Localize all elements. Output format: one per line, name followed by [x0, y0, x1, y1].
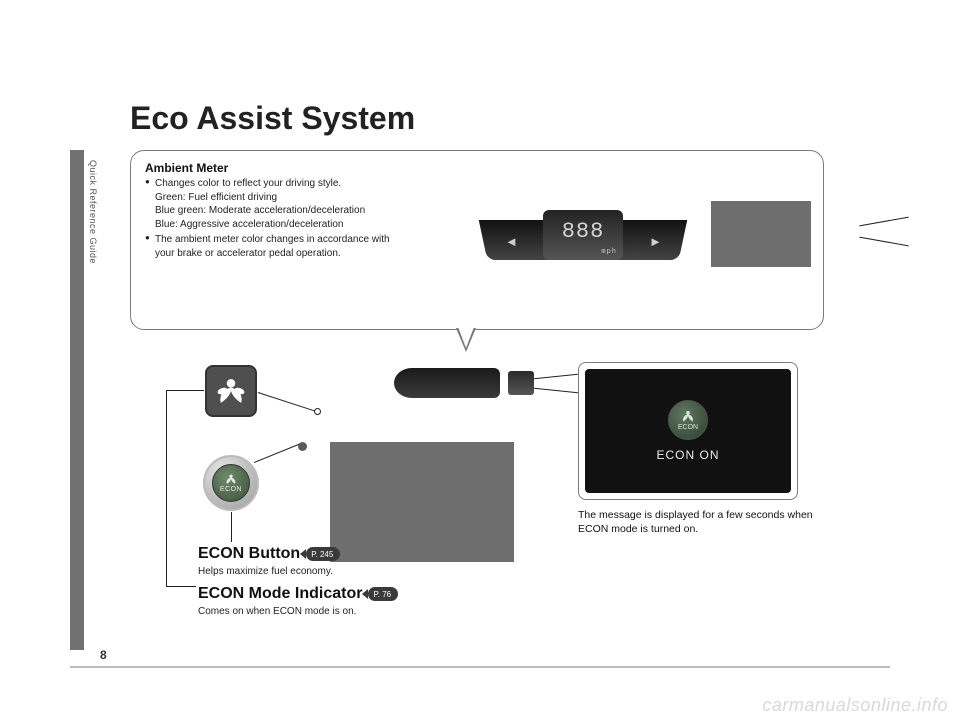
dash-unit: mph	[601, 249, 617, 256]
econ-leader-dot	[298, 442, 307, 451]
ambient-bullet-2-main: The ambient meter color changes in accor…	[155, 234, 390, 259]
screen-message-text: ECON ON	[656, 448, 719, 462]
econ-button-desc: Helps maximize fuel economy.	[198, 566, 333, 577]
page-number: 8	[100, 648, 107, 662]
econ-leader-line	[254, 443, 301, 463]
steering-pod-small	[508, 371, 534, 395]
dashboard-graphic: ◄ ► 888 mph	[483, 206, 683, 266]
redacted-block-mid	[330, 442, 514, 562]
ambient-bullet-list: Changes color to reflect your driving st…	[145, 177, 405, 260]
callout-pointer	[456, 328, 476, 352]
econ-button-face: ECON	[212, 464, 250, 502]
screen-econ-badge: ECON	[668, 400, 708, 440]
connector-h-top	[166, 390, 204, 391]
econ-button-label: ECON	[220, 486, 242, 493]
display-screen: ECON ECON ON	[585, 369, 791, 493]
screen-econ-badge-label: ECON	[678, 424, 698, 431]
econ-leader-down	[231, 512, 232, 542]
page-title: Eco Assist System	[130, 100, 415, 137]
eco-leaf-icon	[205, 365, 257, 417]
ambient-bullet-1: Changes color to reflect your driving st…	[145, 177, 405, 231]
ambient-bullet-1-sub-1: Blue green: Moderate acceleration/decele…	[155, 204, 405, 218]
pod-leader-2	[534, 388, 578, 394]
dash-arrow-left-icon: ◄	[505, 234, 517, 246]
page-ref-pill: P. 245	[306, 547, 340, 561]
ambient-bullet-1-main: Changes color to reflect your driving st…	[155, 178, 341, 189]
econ-leaf-icon	[224, 473, 238, 485]
page-ref-pill-2: P. 76	[368, 587, 398, 601]
econ-button-heading: ECON Button	[198, 545, 300, 563]
pod-leader-1	[534, 374, 578, 380]
steering-pod-graphic	[394, 368, 500, 398]
watermark-text: carmanualsonline.info	[762, 695, 948, 716]
redacted-block-top	[711, 201, 811, 267]
ambient-bullet-1-sub-0: Green: Fuel efficient driving	[155, 191, 405, 205]
page-ref-text-2: P. 76	[373, 590, 391, 599]
leaf-icon	[214, 374, 248, 408]
side-tab	[70, 150, 84, 650]
side-section-label: Quick Reference Guide	[88, 160, 98, 264]
connector-vertical	[166, 390, 167, 586]
screen-caption: The message is displayed for a few secon…	[578, 508, 818, 536]
ambient-heading: Ambient Meter	[145, 161, 809, 175]
dash-digits: 888	[562, 219, 605, 244]
econ-button-heading-row: ECON Button P. 245	[198, 545, 340, 563]
icon-leader-line	[258, 392, 315, 411]
display-screen-frame: ECON ECON ON	[578, 362, 798, 500]
econ-indicator-desc: Comes on when ECON mode is on.	[198, 606, 356, 617]
icon-leader-dot	[314, 408, 321, 415]
screen-leaf-icon	[680, 409, 696, 423]
dash-speedometer: 888 mph	[543, 210, 623, 260]
econ-indicator-heading: ECON Mode Indicator	[198, 585, 362, 603]
econ-indicator-heading-row: ECON Mode Indicator P. 76	[198, 585, 398, 603]
dash-arrow-right-icon: ►	[649, 234, 661, 246]
footer-divider	[70, 666, 890, 668]
ambient-bullet-2: The ambient meter color changes in accor…	[145, 233, 405, 260]
connector-h-bottom	[166, 586, 196, 587]
page-ref-text: P. 245	[311, 550, 333, 559]
econ-button-graphic: ECON	[203, 455, 259, 511]
ambient-meter-callout: Ambient Meter Changes color to reflect y…	[130, 150, 824, 330]
ambient-bullet-1-sub-2: Blue: Aggressive acceleration/decelerati…	[155, 218, 405, 232]
